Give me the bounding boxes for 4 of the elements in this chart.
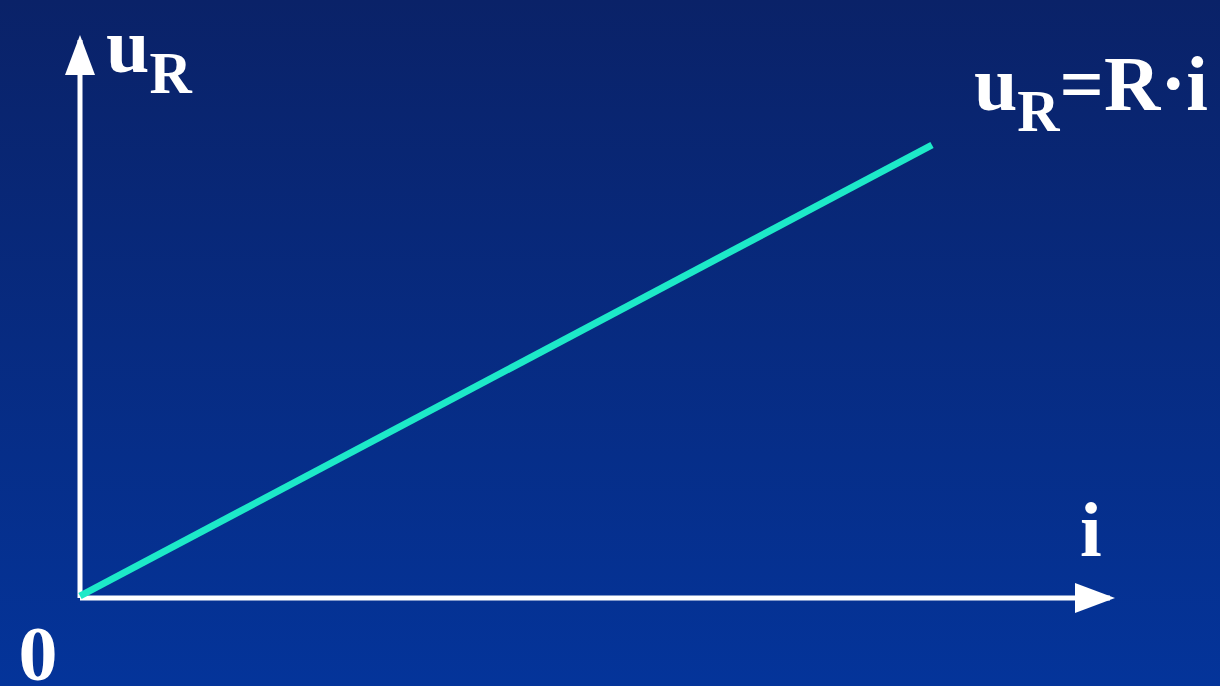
x-axis-title: i [1080,486,1102,573]
text: 0 [18,610,58,686]
y-axis-title: u$_{R}$ [106,2,193,106]
text: u$_{R}$=R·i [973,40,1208,144]
